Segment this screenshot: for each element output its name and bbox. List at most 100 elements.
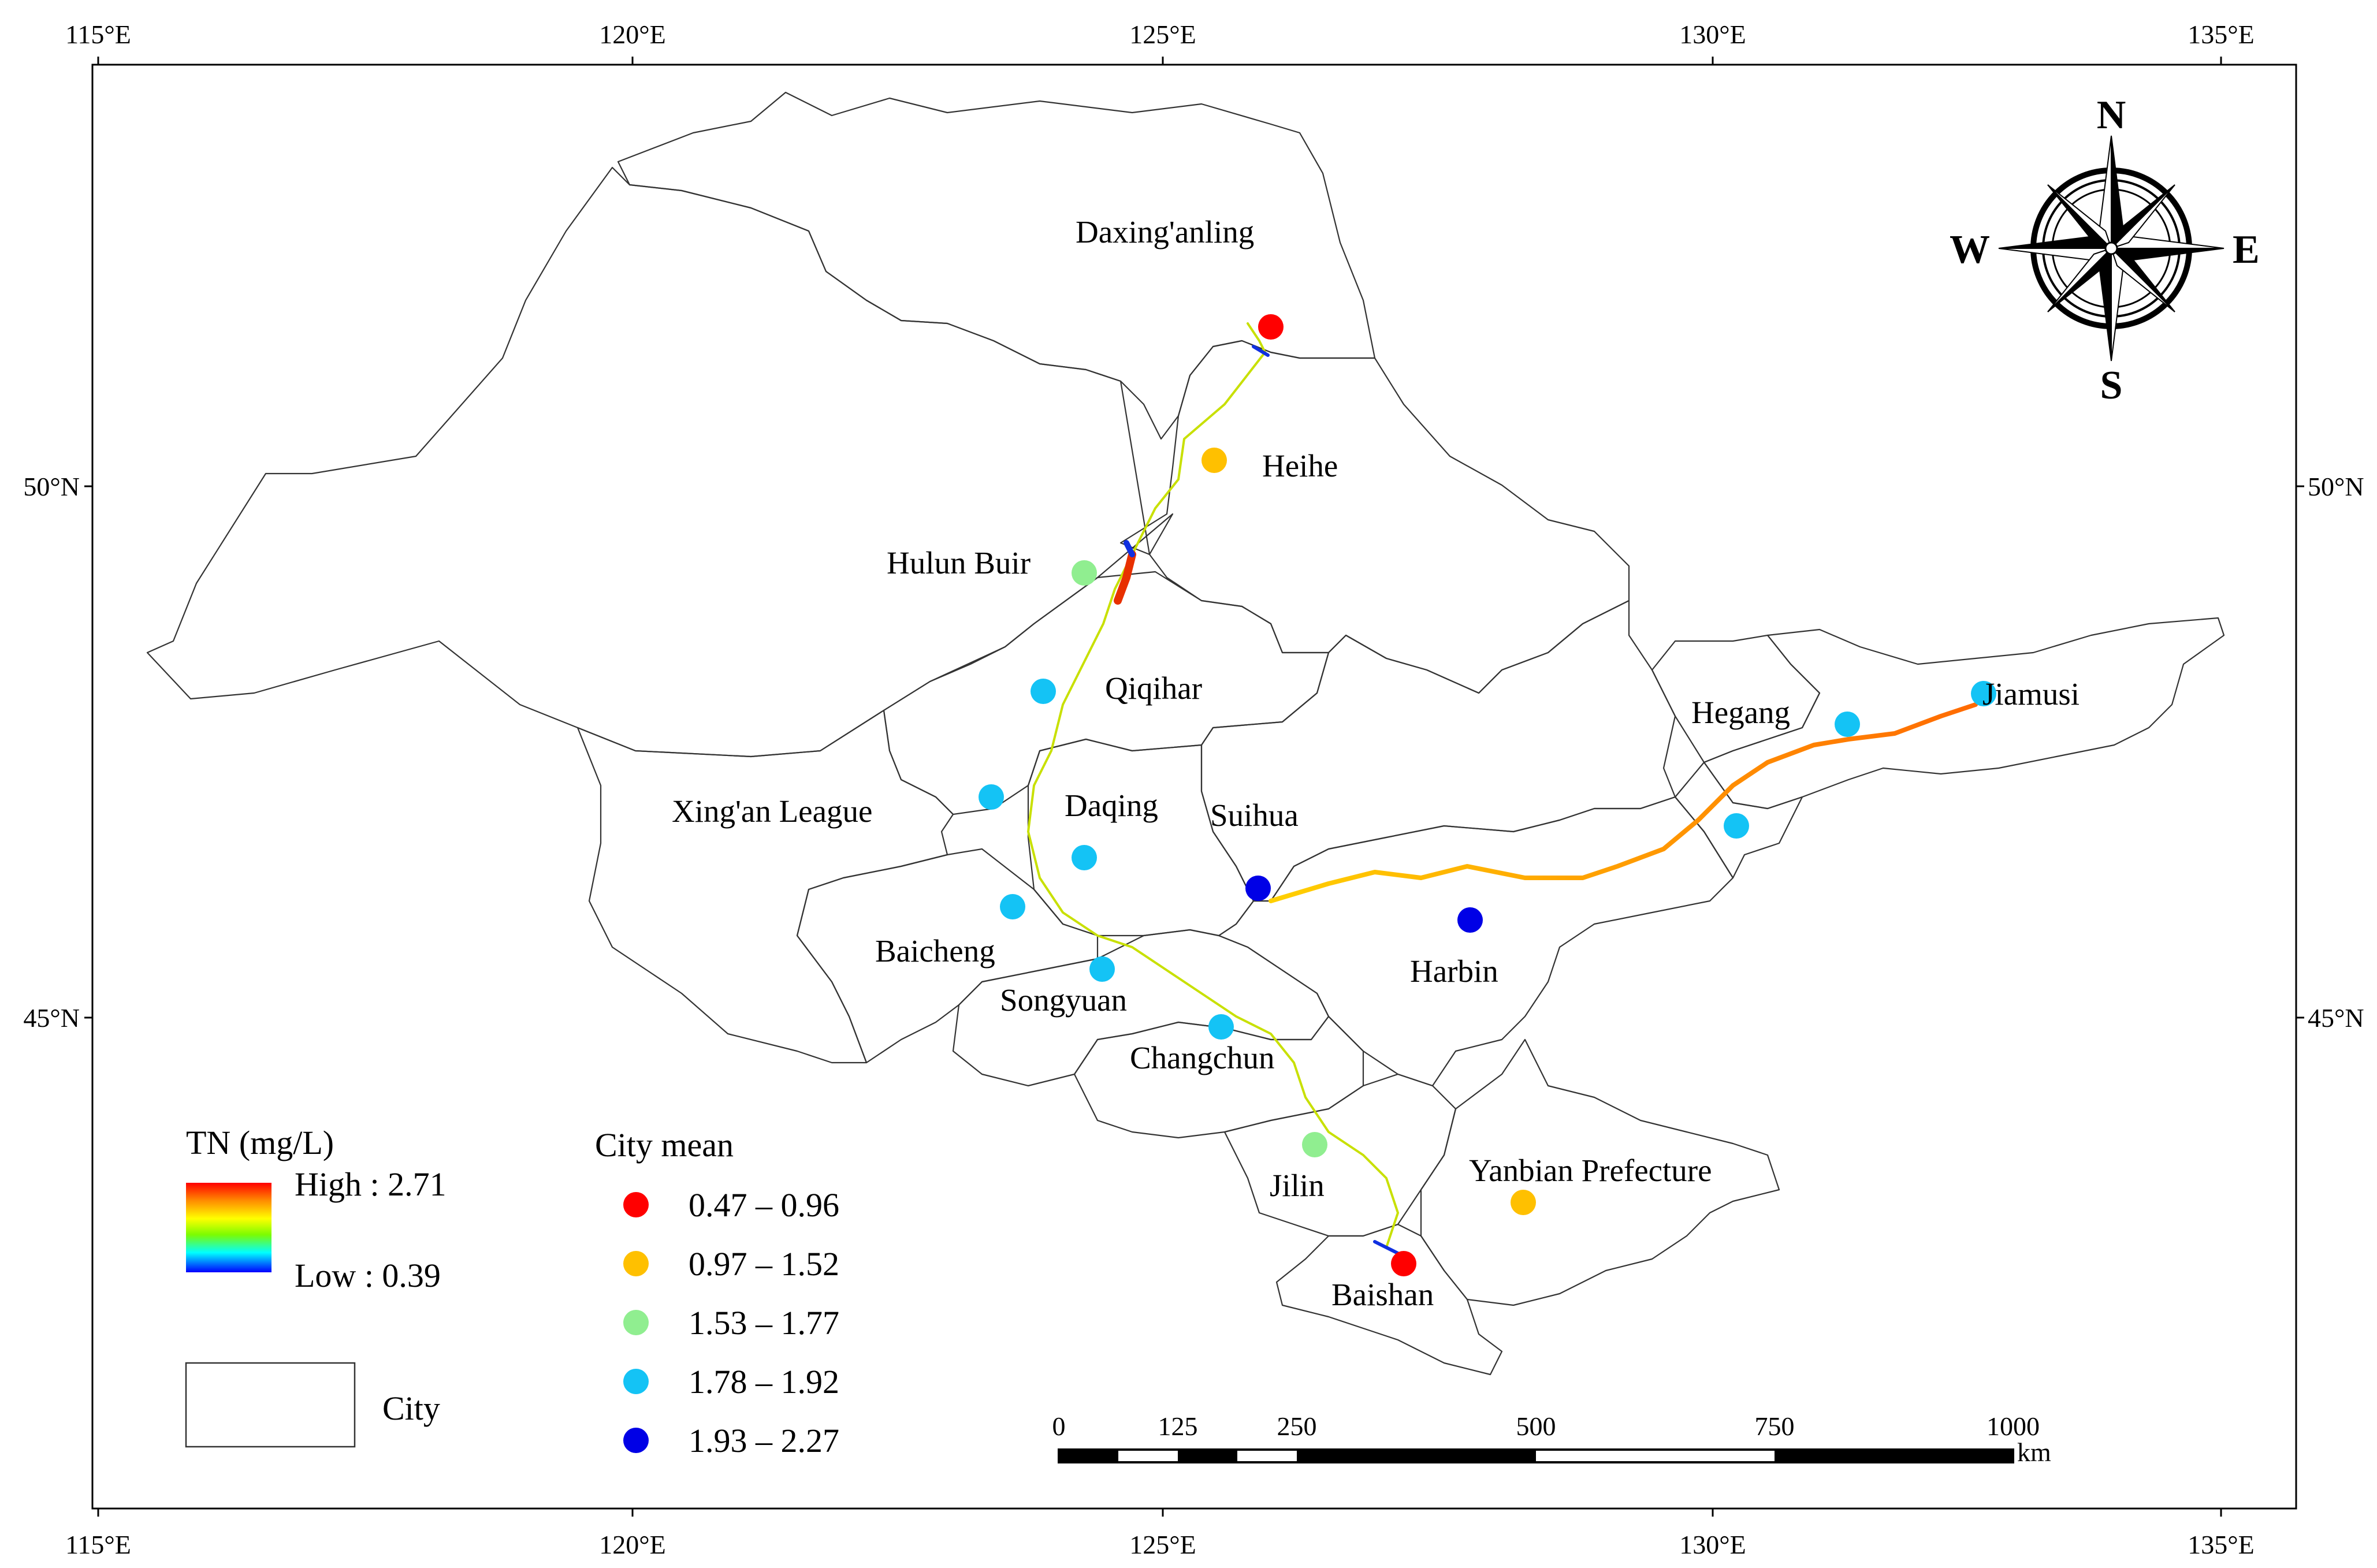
city-label: Jilin — [1270, 1168, 1325, 1203]
scale-seg-black — [1775, 1450, 2013, 1462]
boundary-harbin — [1218, 796, 1734, 1087]
city-mean-point — [1391, 1251, 1416, 1276]
city-label: Baishan — [1331, 1277, 1434, 1312]
bottom-lon-label: 130°E — [1679, 1530, 1746, 1559]
river-upper — [1027, 322, 1399, 1249]
bottom-lon-label: 120°E — [599, 1530, 666, 1559]
city-mean-point — [1245, 876, 1271, 901]
top-lon-label: 115°E — [65, 20, 131, 49]
scale-seg-black — [1059, 1450, 1118, 1462]
city-boundaries — [146, 91, 2225, 1376]
city-label: Changchun — [1130, 1040, 1275, 1075]
boundary-changchun — [1073, 1015, 1364, 1139]
right-lat-label: 45°N — [2308, 1003, 2364, 1033]
boundary-eastern — [1674, 761, 1803, 879]
city-mean-point — [1201, 448, 1227, 473]
city-label: Jiamusi — [1982, 676, 2080, 712]
boundary-yanbian — [1420, 1038, 1780, 1306]
city-label: Qiqihar — [1105, 671, 1202, 706]
city-mean-point — [1511, 1190, 1536, 1215]
scale-unit: km — [2017, 1437, 2051, 1467]
city-mean-legend-marker — [623, 1192, 649, 1217]
city-label: Xing'an League — [672, 794, 872, 829]
bottom-lon-label: 135°E — [2188, 1530, 2255, 1559]
scale-tick-label: 500 — [1516, 1411, 1556, 1441]
city-mean-legend-range: 1.53 – 1.77 — [689, 1304, 839, 1342]
river-hotspot — [1114, 550, 1136, 605]
tn-color-ramp — [186, 1183, 271, 1272]
city-legend-swatch — [185, 1362, 356, 1448]
city-label: Yanbian Prefecture — [1469, 1153, 1712, 1188]
city-mean-legend-range: 1.78 – 1.92 — [689, 1363, 839, 1401]
compass-rose: N S E W — [1950, 93, 2260, 408]
scale-tick-label: 0 — [1052, 1411, 1066, 1441]
city-mean-legend-range: 1.93 – 2.27 — [689, 1422, 839, 1459]
city-mean-point — [1302, 1132, 1327, 1157]
city-mean-point — [1208, 1014, 1234, 1040]
scale-bar: 0 125 250 500 750 1000 km — [1052, 1411, 2052, 1467]
graticule-labels: 115°E 120°E 125°E 130°E 135°E 115°E 120°… — [23, 20, 2364, 1559]
river-songhua — [1269, 702, 1978, 903]
scale-tick-label: 250 — [1277, 1411, 1317, 1441]
left-lat-label: 45°N — [23, 1003, 80, 1033]
graticule-ticks — [84, 57, 2304, 1517]
compass-east-label: E — [2233, 228, 2260, 272]
tn-legend-low: Low : 0.39 — [295, 1257, 441, 1294]
city-mean-point — [1457, 907, 1483, 933]
river-blue-1 — [1124, 540, 1135, 557]
city-mean-point — [1072, 845, 1097, 870]
scale-seg-black — [1297, 1450, 1536, 1462]
city-mean-legend-marker — [623, 1310, 649, 1335]
left-lat-label: 50°N — [23, 472, 80, 501]
compass-west-label: W — [1950, 228, 1990, 272]
bottom-lon-label: 115°E — [65, 1530, 131, 1559]
city-mean-point — [1089, 956, 1115, 982]
map-frame — [91, 64, 2297, 1510]
scale-tick-label: 1000 — [1987, 1411, 2040, 1441]
city-mean-point — [1835, 712, 1860, 737]
boundary-baishan — [1275, 1223, 1503, 1376]
city-legend-label: City — [382, 1390, 440, 1427]
scale-seg-black — [1178, 1450, 1237, 1462]
city-label: Daqing — [1065, 788, 1158, 823]
city-mean-legend-title: City mean — [595, 1126, 734, 1164]
city-mean-legend-marker — [623, 1369, 649, 1394]
city-label: Songyuan — [1000, 982, 1127, 1018]
city-mean-point — [1724, 813, 1749, 839]
city-mean-legend-marker — [623, 1251, 649, 1276]
city-label: Hulun Buir — [887, 545, 1031, 580]
city-mean-legend-range: 0.97 – 1.52 — [689, 1245, 839, 1283]
city-mean-legend-range: 0.47 – 0.96 — [689, 1186, 839, 1224]
city-layer: Daxing'anling Heihe Hulun Buir Qiqihar Xing'… — [672, 214, 2080, 1312]
boundary-jiamusi — [1703, 617, 2225, 810]
city-label: Hegang — [1691, 695, 1790, 730]
city-mean-legend: City mean 0.47 – 0.96 0.97 – 1.52 1.53 – 1… — [595, 1126, 839, 1459]
compass-south-label: S — [2100, 363, 2123, 408]
river-blue-3 — [1373, 1240, 1400, 1255]
city-mean-point — [1031, 679, 1056, 704]
top-lon-label: 120°E — [599, 20, 666, 49]
tn-legend-high: High : 2.71 — [295, 1165, 447, 1203]
tn-legend: TN (mg/L) High : 2.71 Low : 0.39 City — [185, 1124, 447, 1448]
right-lat-label: 50°N — [2308, 472, 2364, 501]
city-mean-point — [1971, 681, 1996, 706]
scale-tick-label: 750 — [1755, 1411, 1795, 1441]
city-mean-legend-marker — [623, 1428, 649, 1453]
city-label: Daxing'anling — [1076, 214, 1254, 249]
top-lon-label: 125°E — [1129, 20, 1196, 49]
city-mean-point — [1000, 894, 1025, 919]
top-lon-label: 130°E — [1679, 20, 1746, 49]
city-mean-point — [979, 784, 1004, 810]
scale-tick-label: 125 — [1158, 1411, 1198, 1441]
city-label: Suihua — [1210, 798, 1299, 833]
city-mean-point — [1258, 314, 1284, 340]
compass-north-label: N — [2097, 93, 2126, 137]
city-label: Heihe — [1262, 448, 1338, 483]
city-label: Baicheng — [875, 933, 995, 969]
tn-legend-title: TN (mg/L) — [186, 1124, 334, 1161]
river-blue-2 — [1252, 345, 1270, 357]
top-lon-label: 135°E — [2188, 20, 2255, 49]
city-label: Harbin — [1410, 954, 1498, 989]
river-network — [1027, 322, 1978, 1255]
